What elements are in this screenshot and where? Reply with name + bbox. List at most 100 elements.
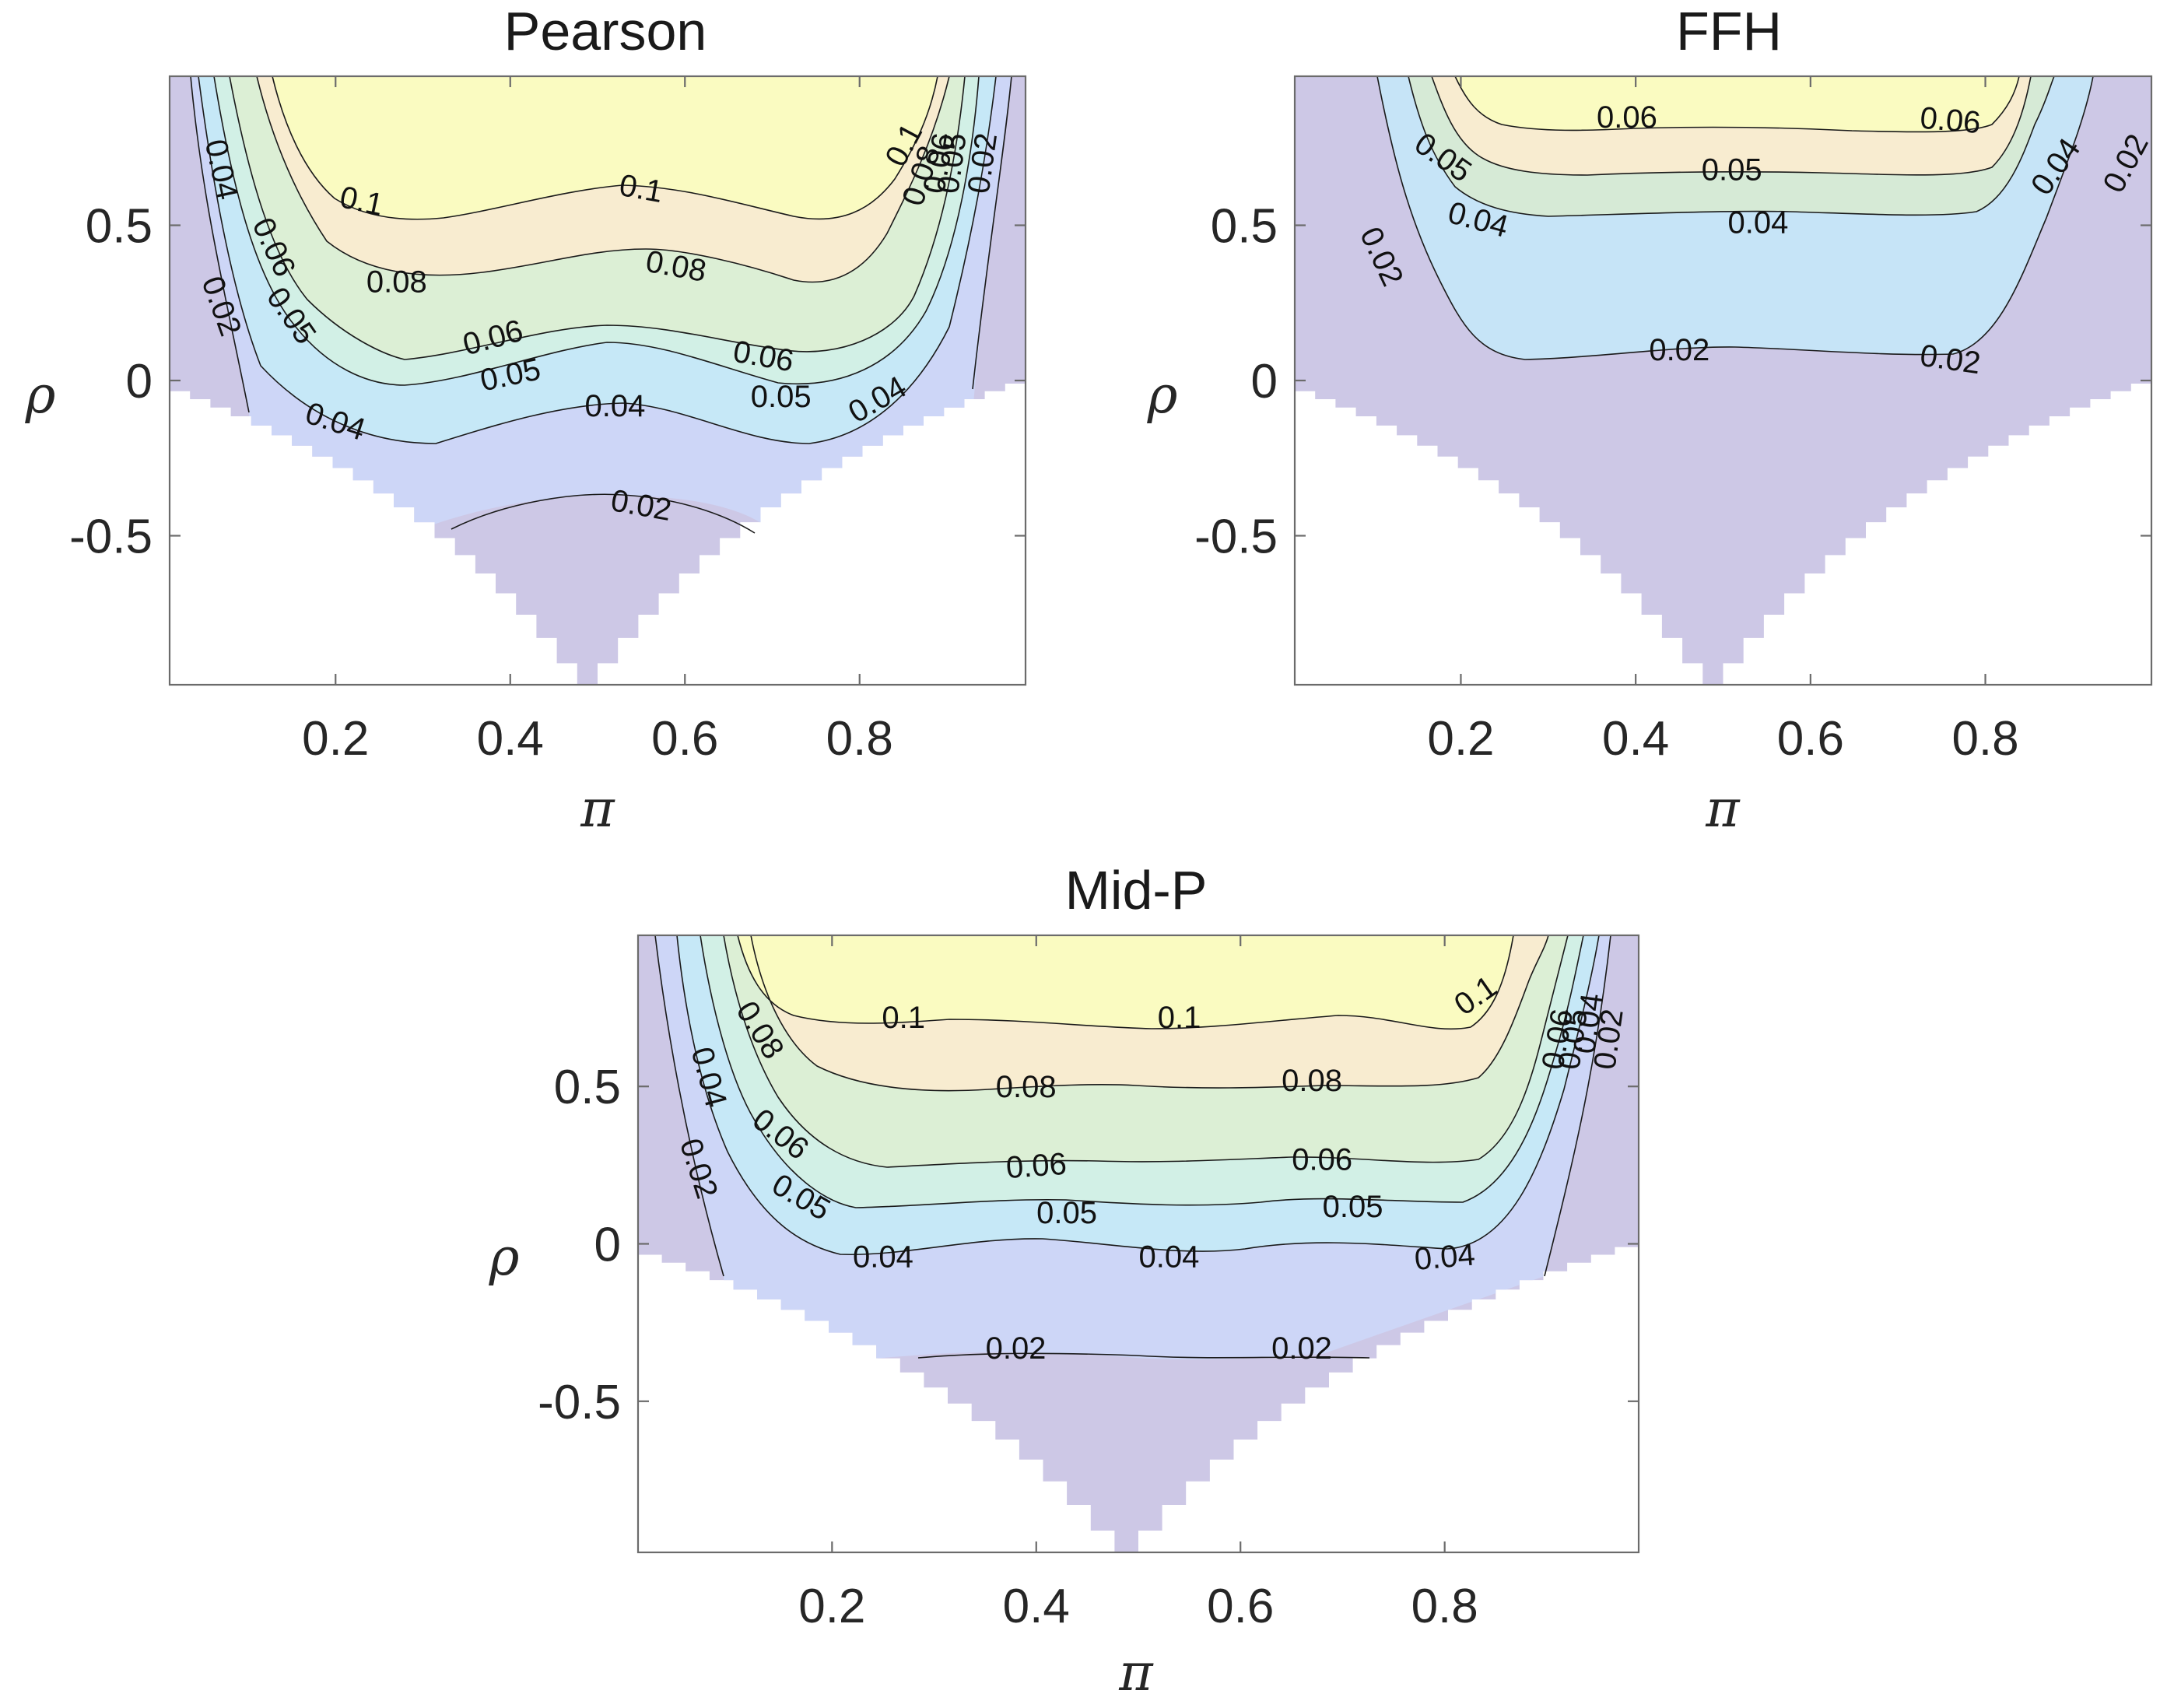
y-tick-label: -0.5: [1194, 510, 1278, 563]
contour-label-group: 0.04: [1567, 991, 1609, 1056]
contour-line-0.04: [676, 935, 1600, 1256]
contour-line-0.02: [190, 75, 250, 413]
y-tick-label: -0.5: [69, 510, 153, 563]
midp-contours: [654, 935, 1611, 1359]
contour-label: 0.02: [1918, 338, 1983, 381]
y-tick-label: 0.5: [554, 1061, 621, 1114]
x-axis-label: π: [1118, 1643, 1154, 1703]
contour-line-0.02: [972, 75, 1012, 390]
contour-label-group: 0.02: [1271, 1331, 1332, 1366]
y-tick-label: 0: [126, 355, 153, 409]
ffh-axis: 0.2 0.4 0.6 0.8 0.5 0 -0.5: [1194, 76, 2151, 766]
panel-pearson: Pearson 0.1 0.10.10.08 0.080.080.060.050.0…: [25, 1, 1027, 839]
contour-label-group: 0.02: [1587, 1007, 1629, 1071]
contour-label-group: 0.06: [1919, 101, 1982, 141]
x-tick-label: 0.4: [1602, 712, 1669, 766]
y-axis-label: ρ: [489, 1227, 520, 1287]
contour-line-0.02: [917, 1352, 1370, 1359]
contour-label-group: 0.08: [1282, 1064, 1342, 1098]
contour-line-0.08: [750, 935, 1549, 1092]
contour-label: 0.02: [1587, 1007, 1629, 1071]
contour-line-0.02: [1376, 75, 2094, 360]
contour-label: 0.05: [751, 380, 812, 414]
midp-contour-labels: 0.1 0.1 0.10.080.08 0.080.060.050.040.020.0…: [673, 970, 1630, 1366]
contour-label: 0.04: [853, 1240, 913, 1275]
x-axis-label: π: [580, 779, 615, 839]
contour-line-0.05: [213, 75, 980, 386]
contour-label-group: 0.02: [962, 131, 1004, 195]
y-tick-label: 0: [594, 1219, 621, 1272]
contour-label: 0.08: [996, 1070, 1057, 1104]
chart-title: FFH: [1676, 1, 1782, 61]
midp-axis: 0.2 0.4 0.6 0.8 0.5 0 -0.5: [538, 935, 1639, 1633]
pearson-axis: 0.2 0.4 0.6 0.8 0.5 0 -0.5: [69, 76, 1026, 766]
contour-label-group: 0.05: [1323, 1190, 1383, 1224]
contour-line-0.05: [700, 935, 1584, 1208]
contour-label: 0.02: [1649, 333, 1709, 367]
y-tick-label: -0.5: [538, 1376, 621, 1429]
contour-label-group: 0.08: [996, 1070, 1057, 1104]
contour-label-group: 0.1: [882, 1001, 925, 1035]
x-tick-label: 0.8: [1411, 1580, 1478, 1633]
contour-label-group: 0.04: [853, 1240, 913, 1275]
x-tick-label: 0.4: [477, 712, 544, 766]
y-axis-label: ρ: [1147, 365, 1178, 425]
contour-label: 0.05: [1036, 1196, 1097, 1230]
x-tick-label: 0.2: [1427, 712, 1494, 766]
x-tick-label: 0.6: [651, 712, 718, 766]
y-tick-label: 0.5: [86, 200, 153, 254]
contour-label: 0.06: [1919, 101, 1982, 141]
contour-label: 0.1: [1158, 1001, 1201, 1035]
contour-label: 0.06: [1005, 1147, 1068, 1185]
contour-label: 0.04: [1413, 1237, 1476, 1277]
x-tick-label: 0.8: [1951, 712, 2018, 766]
contour-line-0.06: [229, 75, 966, 360]
panel-midp: Mid-P 0.1 0.1 0.10.080.08 0.080.060.050.040…: [489, 860, 1640, 1703]
contour-label: 0.04: [1567, 991, 1609, 1056]
x-tick-label: 0.2: [798, 1580, 865, 1633]
contour-label: 0.04: [1727, 206, 1788, 240]
contour-label: 0.02: [1271, 1331, 1332, 1366]
contour-label-group: 0.02: [986, 1331, 1047, 1366]
contour-label-group: 0.05: [1036, 1196, 1097, 1230]
x-axis-label: π: [1705, 779, 1741, 839]
contour-label: 0.04: [1138, 1240, 1199, 1275]
chart-title: Pearson: [504, 1, 707, 61]
contour-line-0.02: [451, 493, 756, 534]
contour-label-group: 0.05: [1702, 153, 1762, 188]
contour-label-group: 0.05: [931, 131, 973, 195]
contour-line-0.05: [1431, 75, 2032, 176]
contour-label: 0.05: [1323, 1190, 1383, 1224]
ffh-contours: [1376, 75, 2094, 360]
contour-label: 0.02: [986, 1331, 1047, 1366]
contour-label-group: 0.05: [751, 380, 812, 414]
contour-line-0.1: [737, 935, 1514, 1030]
region-level-0.1: [738, 935, 1513, 1029]
contour-label: 0.05: [1552, 1007, 1594, 1071]
contour-label-group: 0.06: [1597, 100, 1657, 135]
contour-label-group: 0.04: [584, 389, 645, 423]
x-tick-label: 0.2: [302, 712, 369, 766]
contour-label: 0.08: [366, 265, 427, 299]
contour-label: 0.05: [931, 131, 973, 195]
contour-label-group: 0.06: [1292, 1142, 1352, 1177]
pearson-contours: [190, 75, 1012, 534]
region-level-0.1: [272, 76, 938, 219]
contour-label-group: 0.1: [617, 168, 665, 209]
contour-label-group: 0.06: [1005, 1147, 1068, 1185]
chart-title: Mid-P: [1065, 860, 1208, 921]
x-tick-label: 0.8: [826, 712, 893, 766]
contour-label-group: 0.04: [1138, 1240, 1199, 1275]
region-level-0.06: [1455, 76, 2019, 132]
x-tick-label: 0.6: [1777, 712, 1844, 766]
contour-line-0.06: [723, 935, 1569, 1168]
contour-label: 0.02: [962, 131, 1004, 195]
contour-line-0.02: [654, 935, 724, 1277]
contour-label-group: 0.08: [366, 265, 427, 299]
y-tick-label: 0: [1251, 355, 1278, 409]
contour-label: 0.05: [1702, 153, 1762, 188]
contour-line-0.04: [198, 75, 997, 444]
panel-ffh: FFH 0.06 0.060.05 0.050.04 0.040.040.020.02…: [1147, 1, 2155, 839]
y-tick-label: 0.5: [1211, 200, 1278, 254]
